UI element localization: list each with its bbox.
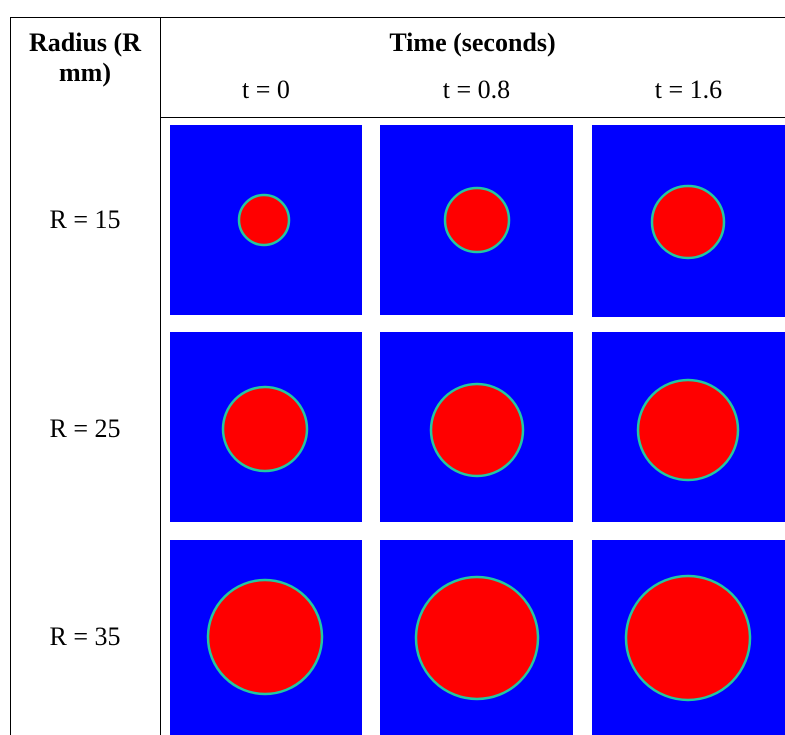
simulation-images <box>0 0 785 735</box>
page: Radius (R mm) Time (seconds) t = 0 t = 0… <box>0 0 785 735</box>
